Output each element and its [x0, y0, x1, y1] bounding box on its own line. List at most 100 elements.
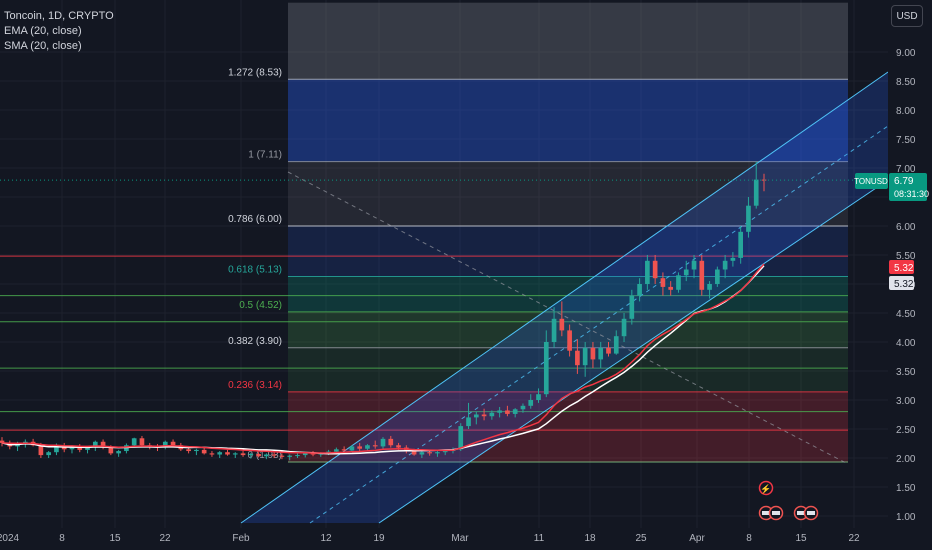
- candle-body: [349, 446, 355, 451]
- candle-body: [279, 455, 285, 457]
- candle-body: [753, 179, 759, 206]
- last-price-tag: [889, 173, 927, 201]
- time-tick-label: Mar: [451, 533, 469, 544]
- price-tick-label: 8.00: [896, 106, 916, 117]
- symbol-title[interactable]: Toncoin, 1D, CRYPTO: [4, 10, 114, 22]
- lightning-event-icon: [758, 480, 774, 496]
- candle-body: [551, 318, 557, 342]
- candle-body: [46, 452, 51, 456]
- candle-body: [186, 449, 191, 452]
- flag-stripe: [772, 511, 780, 515]
- candle-body: [738, 231, 744, 258]
- time-tick-label: 22: [848, 533, 860, 544]
- candle-body: [466, 417, 471, 427]
- candle-body: [458, 426, 464, 450]
- time-axis-bg: [0, 528, 888, 550]
- time-tick-label: 19: [373, 533, 385, 544]
- candle-body: [660, 278, 666, 287]
- candle-body: [543, 342, 549, 395]
- candle-body: [489, 412, 495, 417]
- ema-indicator-label[interactable]: EMA (20, close): [4, 25, 82, 37]
- candle-body: [497, 410, 502, 413]
- candle-body: [722, 260, 728, 270]
- fib-zone: [288, 391, 848, 463]
- candle-body: [676, 275, 681, 290]
- price-tick-label: 5.50: [896, 251, 916, 262]
- sma-value-text: 5.32: [894, 279, 914, 290]
- candle-body: [310, 453, 316, 455]
- candle-body: [108, 447, 114, 454]
- price-axis: 9.008.508.007.507.006.506.005.505.004.50…: [888, 0, 932, 550]
- time-tick-label: 18: [584, 533, 596, 544]
- time-tick-label: 22: [159, 533, 171, 544]
- time-tick-label: Feb: [232, 533, 250, 544]
- candle-body: [388, 438, 394, 446]
- candle-body: [536, 394, 541, 400]
- fib-label-1: 1 (7.11): [248, 150, 282, 161]
- fib-zone: [288, 276, 848, 312]
- candle-body: [372, 445, 378, 447]
- candle-body: [100, 441, 106, 448]
- price-tick-label: 4.00: [896, 338, 916, 349]
- candle-body: [481, 414, 487, 417]
- price-tick-label: 2.00: [896, 454, 916, 465]
- time-tick-label: 8: [59, 533, 65, 544]
- candle-body: [442, 451, 448, 453]
- price-tick-label: 1.50: [896, 483, 916, 494]
- ema-line: [1, 263, 765, 454]
- flag-stripe: [797, 511, 805, 515]
- time-tick-label: 15: [109, 533, 121, 544]
- candle-body: [699, 260, 705, 290]
- candle-body: [256, 453, 261, 457]
- price-tags: TONUSD 6.79 08:31:30 5.32 5.32: [854, 173, 929, 290]
- candle-body: [419, 452, 425, 455]
- fib-label-2: 0.786 (6.00): [228, 214, 282, 225]
- candle-body: [380, 438, 386, 447]
- candle-body: [396, 445, 401, 448]
- candle-body: [629, 295, 635, 319]
- price-tick-label: 6.00: [896, 222, 916, 233]
- candle-body: [668, 286, 674, 290]
- candle-body: [365, 445, 370, 449]
- price-tick-label: 4.50: [896, 309, 916, 320]
- candle-body: [637, 284, 642, 296]
- fib-zone: [288, 79, 848, 162]
- candle-body: [334, 449, 339, 452]
- time-axis: 2024 8 15 22 Feb 12 19 Mar 11 18 25 Apr 8 15 22: [0, 528, 888, 550]
- candle-body: [613, 336, 619, 354]
- fib-zone: [288, 2, 848, 80]
- fib-label-5: 0.382 (3.90): [228, 336, 282, 347]
- currency-button[interactable]: USD: [891, 5, 923, 27]
- fib-zone: [288, 226, 848, 277]
- fib-label-6: 0.236 (3.14): [228, 380, 282, 391]
- candle-body: [341, 449, 347, 451]
- time-tick-label: 8: [746, 533, 752, 544]
- fib-zone: [288, 347, 848, 392]
- candle-body: [232, 453, 238, 455]
- flag-stripe: [807, 511, 815, 515]
- price-tick-label: 9.00: [896, 48, 916, 59]
- candle-body: [590, 347, 596, 360]
- candle-body: [427, 452, 432, 454]
- candle-body: [248, 453, 254, 456]
- sma-indicator-label[interactable]: SMA (20, close): [4, 40, 82, 52]
- candle-body: [357, 446, 363, 449]
- fib-label-4: 0.5 (4.52): [239, 300, 282, 311]
- time-tick-label: 2024: [0, 533, 20, 544]
- candle-body: [54, 446, 59, 453]
- price-tick-label: 3.50: [896, 367, 916, 378]
- fib-label-0: 1.272 (8.53): [228, 67, 282, 78]
- candle-body: [707, 284, 712, 290]
- lightning-glyph: ⚡: [760, 483, 771, 495]
- candle-body: [194, 449, 199, 452]
- candle-body: [302, 453, 308, 456]
- chart-legend: Toncoin, 1D, CRYPTO EMA (20, close) SMA …: [4, 9, 114, 54]
- time-tick-label: 15: [795, 533, 807, 544]
- candle-body: [0, 440, 5, 443]
- time-tick-label: 11: [534, 533, 545, 544]
- candle-body: [505, 410, 510, 414]
- candle-body: [240, 453, 246, 456]
- candle-body: [38, 445, 44, 456]
- candle-body: [512, 409, 518, 414]
